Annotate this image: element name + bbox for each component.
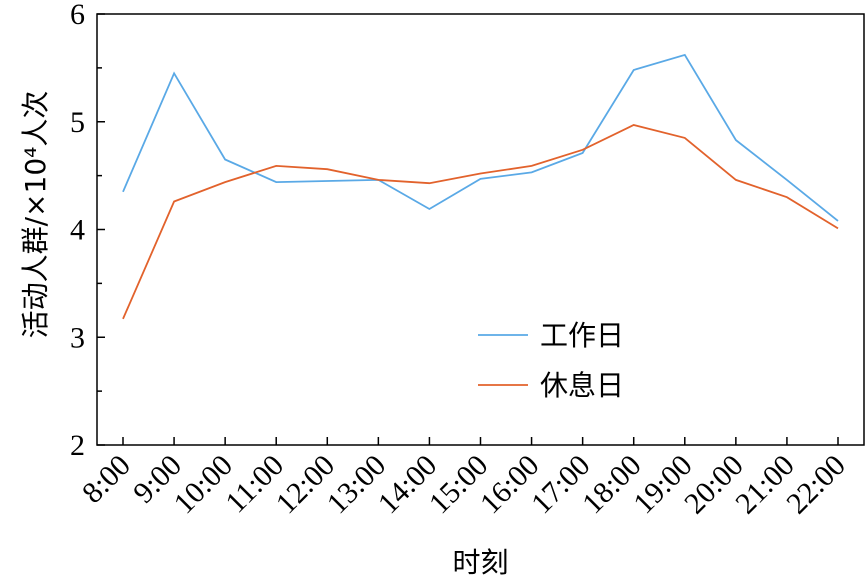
x-tick-label: 18:00 xyxy=(576,449,648,521)
x-tick-label: 20:00 xyxy=(678,449,750,521)
series-line-workday xyxy=(122,53,839,222)
x-tick-label: 11:00 xyxy=(219,449,290,520)
y-tick-label: 3 xyxy=(70,321,85,354)
x-tick-label: 15:00 xyxy=(423,449,495,521)
series-line-restday xyxy=(122,124,839,320)
y-tick-label: 5 xyxy=(70,106,85,139)
x-tick-label: 19:00 xyxy=(627,449,699,521)
x-tick-label: 14:00 xyxy=(372,449,444,521)
x-tick-label: 13:00 xyxy=(321,449,393,521)
x-axis: 8:009:0010:0011:0012:0013:0014:0015:0016… xyxy=(76,437,852,520)
y-tick-label: 6 xyxy=(70,0,85,31)
y-axis-title: 活动人群/×10⁴人次 xyxy=(19,91,52,339)
x-tick-label: 21:00 xyxy=(729,449,801,521)
y-tick-label: 4 xyxy=(70,214,85,247)
legend-label: 休息日 xyxy=(540,369,624,402)
x-tick-label: 17:00 xyxy=(525,449,597,521)
y-axis: 2 3 4 5 6 xyxy=(70,0,105,462)
x-tick-label: 12:00 xyxy=(270,449,342,521)
x-tick-label: 22:00 xyxy=(780,449,852,521)
x-tick-label: 10:00 xyxy=(167,449,239,521)
x-axis-title: 时刻 xyxy=(452,546,508,579)
legend-label: 工作日 xyxy=(540,319,624,352)
y-tick-label: 2 xyxy=(70,429,85,462)
x-tick-label: 16:00 xyxy=(474,449,546,521)
series-layer xyxy=(122,53,839,320)
x-tick-label: 8:00 xyxy=(76,449,137,510)
plot-frame xyxy=(96,13,865,446)
